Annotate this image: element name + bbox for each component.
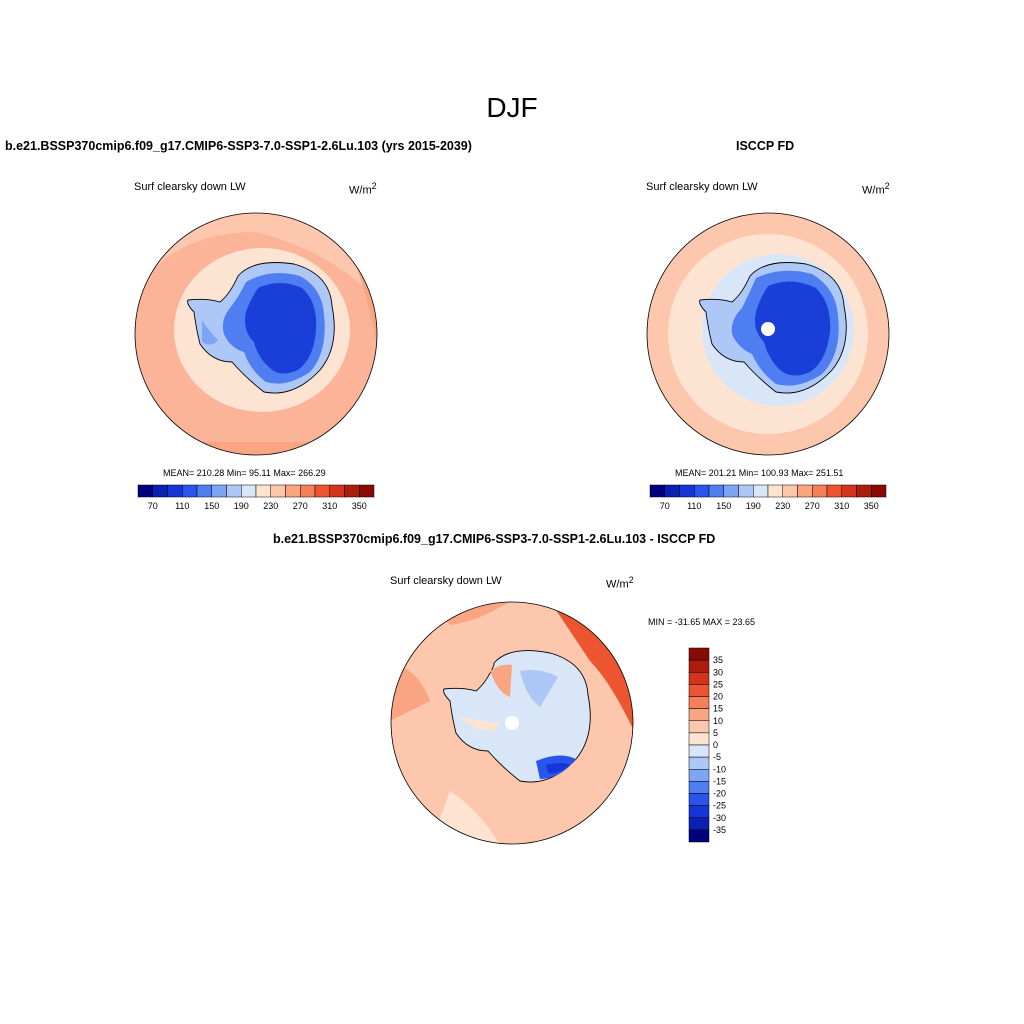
model-panel-title: b.e21.BSSP370cmip6.f09_g17.CMIP6-SSP3-7.… (5, 139, 472, 153)
obs-colorbar-tick-label: 150 (716, 501, 731, 511)
obs-colorbar-swatch (664, 484, 680, 498)
diff-panel-title: b.e21.BSSP370cmip6.f09_g17.CMIP6-SSP3-7.… (273, 532, 716, 546)
model-polar-map (134, 212, 378, 456)
diff-colorbar-swatch (688, 769, 710, 782)
diff-colorbar-tick-label: -35 (713, 825, 726, 835)
diff-polar-map (390, 601, 634, 845)
obs-colorbar-tick-label: 110 (687, 501, 701, 511)
obs-colorbar-tick-label: 310 (834, 501, 849, 511)
model-colorbar-swatch (314, 484, 330, 498)
model-colorbar-tick-label: 110 (175, 501, 189, 511)
obs-colorbar-swatch (812, 484, 828, 498)
obs-colorbar-swatch (826, 484, 842, 498)
diff-colorbar-tick-label: 25 (713, 679, 723, 689)
model-colorbar-tick-label: 70 (148, 501, 158, 511)
obs-colorbar-swatch (767, 484, 783, 498)
diff-variable-label: Surf clearsky down LW (390, 575, 502, 587)
model-colorbar-swatch (300, 484, 316, 498)
obs-colorbar-swatch (708, 484, 724, 498)
diff-colorbar-tick-label: 20 (713, 692, 723, 702)
model-colorbar-tick-label: 350 (352, 501, 367, 511)
model-colorbar-tick-label: 150 (204, 501, 219, 511)
model-colorbar-swatch (137, 484, 153, 498)
model-colorbar-swatch (329, 484, 345, 498)
model-colorbar-swatch (182, 484, 198, 498)
obs-colorbar-tick-label: 70 (660, 501, 670, 511)
obs-colorbar-swatch (649, 484, 665, 498)
obs-colorbar-tick-label: 270 (805, 501, 820, 511)
model-colorbar-swatch (167, 484, 183, 498)
diff-colorbar-swatch (688, 720, 710, 734)
model-colorbar-swatch (285, 484, 301, 498)
diff-colorbar-swatch (688, 805, 710, 818)
model-colorbar-swatch (226, 484, 242, 498)
model-colorbar: 70 110 150 190 230 270 310 350 (137, 484, 375, 511)
diff-colorbar-swatch (688, 708, 710, 721)
model-colorbar-swatch (255, 484, 271, 498)
diff-colorbar-tick-label: -25 (713, 801, 726, 811)
diff-colorbar-tick-label: -20 (713, 789, 726, 799)
obs-units-label: W/m2 (862, 181, 890, 197)
obs-colorbar-swatch (841, 484, 857, 498)
season-title: DJF (486, 92, 538, 123)
diff-colorbar: 35 30 25 20 15 10 5 0 -5 -10 -15 -20 -25 -30 -35 (688, 647, 726, 843)
model-colorbar-swatch (196, 484, 212, 498)
obs-colorbar-swatch (694, 484, 710, 498)
model-colorbar-swatch (241, 484, 257, 498)
diff-colorbar-swatch (688, 829, 710, 843)
diff-colorbar-swatch (688, 744, 710, 758)
obs-panel-title: ISCCP FD (736, 139, 795, 153)
model-colorbar-swatch (152, 484, 168, 498)
model-colorbar-tick-label: 230 (263, 501, 278, 511)
diff-colorbar-tick-label: 10 (713, 716, 723, 726)
diff-colorbar-tick-label: 0 (713, 740, 718, 750)
diff-colorbar-tick-label: 5 (713, 728, 718, 738)
obs-colorbar-swatch (738, 484, 754, 498)
model-colorbar-swatch (270, 484, 286, 498)
diff-colorbar-swatch (688, 684, 710, 697)
model-colorbar-swatch (359, 484, 375, 498)
diff-colorbar-swatch (688, 672, 710, 685)
obs-colorbar-swatch (856, 484, 872, 498)
diff-colorbar-tick-label: 15 (713, 704, 723, 714)
diff-colorbar-swatch (688, 781, 710, 794)
diff-units-label: W/m2 (606, 575, 634, 591)
obs-colorbar-tick-label: 230 (775, 501, 790, 511)
obs-colorbar-swatch (782, 484, 798, 498)
obs-colorbar-tick-label: 190 (746, 501, 761, 511)
obs-polar-map (646, 212, 890, 456)
obs-stats: MEAN= 201.21 Min= 100.93 Max= 251.51 (675, 468, 844, 478)
model-units-label: W/m2 (349, 181, 377, 197)
diff-colorbar-swatch (688, 756, 710, 770)
model-colorbar-swatch (344, 484, 360, 498)
diff-colorbar-swatch (688, 696, 710, 709)
obs-colorbar-swatch (753, 484, 769, 498)
diff-colorbar-tick-label: -10 (713, 764, 726, 774)
diff-colorbar-tick-label: -15 (713, 776, 726, 786)
diff-colorbar-swatch (688, 817, 710, 831)
model-stats: MEAN= 210.28 Min= 95.11 Max= 266.29 (163, 468, 326, 478)
model-colorbar-swatch (211, 484, 227, 498)
obs-colorbar-swatch (871, 484, 887, 498)
diff-colorbar-tick-label: -5 (713, 752, 721, 762)
diff-colorbar-tick-label: 30 (713, 667, 723, 677)
obs-colorbar-tick-label: 350 (864, 501, 879, 511)
diff-colorbar-tick-label: -30 (713, 813, 726, 823)
diff-colorbar-swatch (688, 732, 710, 746)
model-colorbar-tick-label: 270 (293, 501, 308, 511)
obs-colorbar-swatch (679, 484, 695, 498)
obs-variable-label: Surf clearsky down LW (646, 181, 758, 193)
obs-colorbar-swatch (797, 484, 813, 498)
obs-colorbar: 70 110 150 190 230 270 310 350 (649, 484, 887, 511)
diff-colorbar-tick-label: 35 (713, 655, 723, 665)
diff-colorbar-swatch (688, 647, 710, 661)
model-variable-label: Surf clearsky down LW (134, 181, 246, 193)
diff-stats: MIN = -31.65 MAX = 23.65 (648, 617, 756, 627)
model-colorbar-tick-label: 190 (234, 501, 249, 511)
diff-colorbar-swatch (688, 659, 710, 673)
diff-colorbar-swatch (688, 793, 710, 806)
model-colorbar-tick-label: 310 (322, 501, 337, 511)
obs-colorbar-swatch (723, 484, 739, 498)
